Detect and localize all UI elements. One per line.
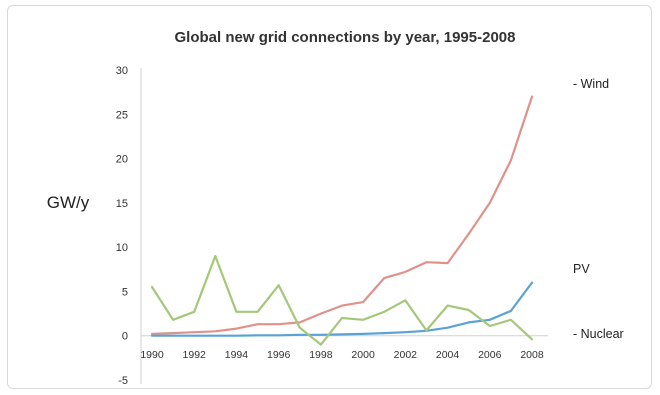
y-tick-label: 15 xyxy=(116,198,128,210)
y-tick-label: 10 xyxy=(116,242,128,254)
series-line-2 xyxy=(150,254,534,346)
x-tick-label: 2006 xyxy=(478,349,502,361)
x-tick-label: 2008 xyxy=(520,349,544,361)
x-tick-label: 1998 xyxy=(309,349,333,361)
y-tick-label: 20 xyxy=(116,154,128,166)
legend-label: - Nuclear xyxy=(573,327,624,341)
x-tick-label: 1992 xyxy=(183,349,207,361)
y-tick-label: 5 xyxy=(122,286,128,298)
y-axis-label: GW/y xyxy=(47,193,90,212)
x-tick-label: 1996 xyxy=(267,349,291,361)
x-tick-label: 2000 xyxy=(351,349,375,361)
series-line-0 xyxy=(150,95,534,335)
legend-label: PV xyxy=(573,262,590,276)
y-tick-label: 25 xyxy=(116,109,128,121)
x-tick-label: 2002 xyxy=(394,349,418,361)
y-tick-label: -5 xyxy=(118,375,128,387)
y-tick-label: 30 xyxy=(116,65,128,77)
chart-frame xyxy=(7,5,652,389)
x-tick-label: 1990 xyxy=(140,349,164,361)
legend-label: - Wind xyxy=(573,77,609,91)
y-tick-label: 0 xyxy=(122,331,128,343)
x-tick-label: 2004 xyxy=(436,349,460,361)
x-tick-label: 1994 xyxy=(225,349,249,361)
chart-title: Global new grid connections by year, 199… xyxy=(175,29,516,46)
series-line-1 xyxy=(150,281,534,337)
